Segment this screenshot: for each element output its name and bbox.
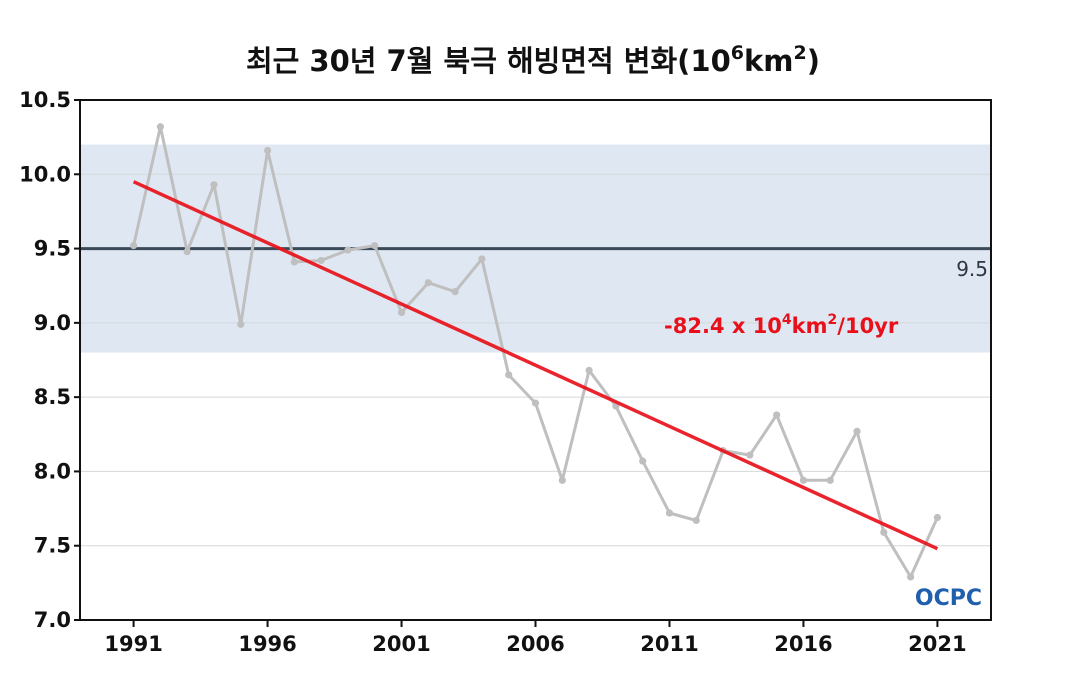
data-point-2017 bbox=[826, 476, 834, 484]
data-point-2004 bbox=[478, 255, 486, 263]
x-tick-label-6: 2021 bbox=[908, 632, 966, 656]
chart-title: 최근 30년 7월 북극 해빙면적 변화(106km2) bbox=[246, 42, 820, 78]
title-close: ) bbox=[807, 44, 820, 78]
trend-label-exponent-2: 2 bbox=[828, 312, 838, 328]
data-point-1994 bbox=[210, 181, 218, 189]
y-tick-label-4: 9.0 bbox=[34, 311, 71, 335]
data-point-2002 bbox=[424, 279, 432, 287]
trend-line bbox=[132, 180, 939, 551]
data-point-1991 bbox=[129, 242, 138, 250]
data-point-2015 bbox=[773, 411, 781, 419]
data-point-1996 bbox=[263, 146, 272, 155]
data-point-2019 bbox=[880, 528, 888, 536]
data-point-2008 bbox=[585, 366, 593, 374]
trend-label: -82.4 x 104km2/10yr bbox=[664, 312, 899, 338]
data-point-1999 bbox=[344, 246, 352, 254]
y-tick-label-2: 8.0 bbox=[34, 459, 71, 483]
data-point-2020 bbox=[907, 573, 915, 581]
data-point-2011 bbox=[665, 509, 674, 517]
y-tick-label-0: 7.0 bbox=[34, 608, 71, 632]
data-point-2010 bbox=[639, 457, 647, 465]
title-exponent: 6 bbox=[731, 42, 744, 64]
data-point-2016 bbox=[799, 476, 808, 484]
x-tick-label-2: 2001 bbox=[372, 632, 430, 656]
data-point-1993 bbox=[183, 247, 191, 256]
data-point-1992 bbox=[156, 123, 164, 131]
data-point-2014 bbox=[746, 451, 754, 459]
data-point-2012 bbox=[692, 516, 700, 525]
ocpc-logo: OCPC bbox=[915, 586, 982, 611]
trend-label-part-1: -82.4 x 10 bbox=[664, 314, 782, 338]
data-point-2003 bbox=[451, 288, 459, 296]
y-tick-label-5: 9.5 bbox=[34, 237, 71, 261]
trend-label-unit: km bbox=[792, 314, 828, 338]
data-point-1998 bbox=[317, 256, 325, 265]
data-point-1995 bbox=[237, 320, 245, 328]
data-point-2021 bbox=[933, 513, 942, 522]
reference-line-label: 9.5 bbox=[956, 257, 988, 281]
trend-label-rate: /10yr bbox=[837, 314, 899, 338]
title-unit: km bbox=[744, 44, 794, 78]
y-tick-label-7: 10.5 bbox=[19, 88, 71, 112]
data-point-2001 bbox=[397, 308, 406, 317]
title-exponent-2: 2 bbox=[794, 42, 807, 64]
data-point-2000 bbox=[371, 242, 379, 250]
data-point-2007 bbox=[558, 476, 566, 484]
x-tick-label-3: 2006 bbox=[506, 632, 564, 656]
x-tick-label-1: 1996 bbox=[238, 632, 296, 656]
y-tick-label-1: 7.5 bbox=[34, 534, 71, 558]
y-tick-label-3: 8.5 bbox=[34, 385, 71, 409]
x-tick-label-4: 2011 bbox=[640, 632, 698, 656]
data-point-2006 bbox=[531, 399, 540, 407]
y-tick-label-6: 10.0 bbox=[19, 162, 71, 186]
data-point-2005 bbox=[505, 371, 513, 379]
data-point-2018 bbox=[853, 427, 861, 435]
title-main: 최근 30년 7월 북극 해빙면적 변화(10 bbox=[246, 44, 731, 78]
x-tick-label-5: 2016 bbox=[774, 632, 832, 656]
trend-label-exponent: 4 bbox=[782, 312, 792, 328]
data-point-1997 bbox=[290, 258, 298, 266]
x-tick-label-0: 1991 bbox=[104, 632, 162, 656]
